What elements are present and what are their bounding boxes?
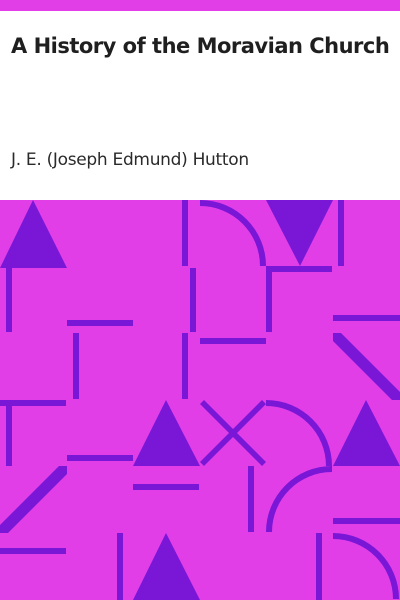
quarter-circle-arc-shape: [333, 533, 399, 599]
vertical-bar-shape: [316, 533, 322, 600]
horizontal-bar-shape: [266, 266, 332, 272]
vertical-bar-shape: [190, 268, 196, 332]
quarter-circle-arc-shape: [266, 466, 332, 532]
book-title: A History of the Moravian Church: [11, 34, 390, 58]
x-cross-shape: [200, 400, 266, 466]
pattern-shapes: [0, 200, 400, 600]
horizontal-bar-shape: [333, 315, 400, 321]
horizontal-bar-shape: [333, 518, 400, 524]
vertical-bar-shape: [73, 333, 79, 399]
horizontal-bar-shape: [200, 338, 266, 344]
horizontal-bar-shape: [0, 400, 66, 406]
title-panel: A History of the Moravian Church J. E. (…: [0, 11, 400, 200]
vertical-bar-shape: [338, 200, 344, 266]
diagonal-bar-shape: [0, 466, 67, 533]
quarter-circle-arc-shape: [266, 400, 332, 466]
triangle-down-shape: [266, 200, 333, 266]
triangle-up-shape: [133, 400, 200, 466]
horizontal-bar-shape: [67, 320, 133, 326]
triangle-up-shape: [333, 400, 400, 466]
horizontal-bar-shape: [67, 455, 133, 461]
top-color-bar: [0, 0, 400, 11]
vertical-bar-shape: [6, 268, 12, 332]
horizontal-bar-shape: [133, 484, 199, 490]
vertical-bar-shape: [182, 200, 188, 266]
horizontal-bar-shape: [0, 548, 66, 554]
triangle-up-shape: [133, 533, 200, 600]
quarter-circle-arc-shape: [200, 200, 266, 266]
vertical-bar-shape: [248, 466, 254, 532]
book-author: J. E. (Joseph Edmund) Hutton: [11, 150, 249, 170]
triangle-up-shape: [0, 200, 67, 268]
vertical-bar-shape: [6, 400, 12, 466]
vertical-bar-shape: [266, 268, 272, 332]
diagonal-bar-shape: [333, 333, 400, 400]
vertical-bar-shape: [182, 333, 188, 399]
decorative-pattern: [0, 200, 400, 600]
vertical-bar-shape: [117, 533, 123, 600]
